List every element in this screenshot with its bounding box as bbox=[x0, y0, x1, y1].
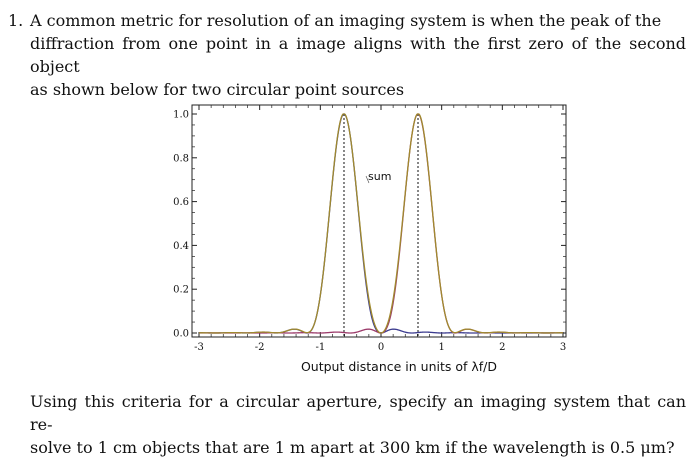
series-line-2 bbox=[199, 113, 564, 334]
x-tick-label: -3 bbox=[194, 342, 204, 353]
y-tick-label: 0.8 bbox=[173, 153, 189, 164]
airy-resolution-chart: 0.0 0.2 0.4 0.6 0.8 1.0 -3 -2 -1 0 1 2 3 sum Output… bbox=[173, 104, 567, 374]
problem-line-1: A common metric for resolution of an ima… bbox=[30, 11, 662, 30]
y-tick-label: 0.2 bbox=[173, 285, 189, 296]
question-line-2: solve to 1 cm objects that are 1 m apart… bbox=[30, 438, 675, 457]
series-line-sum bbox=[198, 113, 564, 334]
x-tick-label: 3 bbox=[560, 342, 566, 353]
vertical-markers bbox=[343, 114, 419, 337]
x-axis-ticks: -3 -2 -1 0 1 2 3 bbox=[194, 105, 566, 353]
problem-text: A common metric for resolution of an ima… bbox=[30, 9, 686, 101]
problem-line-2: diffraction from one point in a image al… bbox=[30, 34, 686, 76]
question-line-1: Using this criteria for a circular apert… bbox=[30, 392, 686, 434]
y-tick-label: 0.6 bbox=[173, 197, 189, 208]
y-tick-label: 0.0 bbox=[173, 329, 189, 340]
sum-annotation: sum bbox=[368, 170, 391, 183]
sum-annotation-pointer bbox=[365, 175, 370, 184]
y-axis-ticks: 0.0 0.2 0.4 0.6 0.8 1.0 bbox=[173, 110, 566, 340]
y-tick-label: 0.4 bbox=[173, 241, 189, 252]
question-text: Using this criteria for a circular apert… bbox=[30, 390, 686, 459]
x-tick-label: -1 bbox=[315, 342, 325, 353]
problem-number: 1. bbox=[8, 11, 24, 30]
x-tick-label: -2 bbox=[255, 342, 265, 353]
series-line-1 bbox=[198, 113, 563, 334]
plot-frame bbox=[191, 104, 567, 338]
series-curves bbox=[198, 113, 564, 334]
x-tick-label: 1 bbox=[438, 342, 444, 353]
problem-line-3: as shown below for two circular point so… bbox=[30, 80, 405, 99]
x-tick-label: 2 bbox=[499, 342, 505, 353]
x-tick-label: 0 bbox=[378, 342, 384, 353]
x-axis-title: Output distance in units of λf/D bbox=[301, 359, 497, 374]
y-tick-label: 1.0 bbox=[173, 110, 189, 121]
